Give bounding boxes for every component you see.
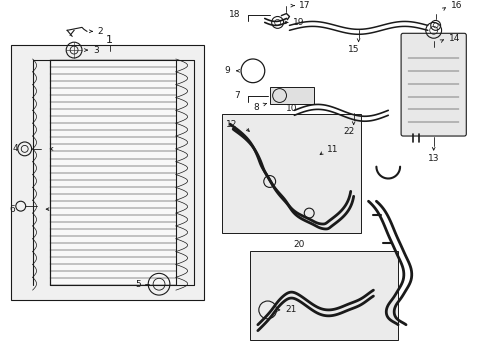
Bar bbox=[11, 45, 203, 300]
Text: 5: 5 bbox=[136, 280, 141, 289]
Text: 2: 2 bbox=[98, 27, 103, 36]
Text: 11: 11 bbox=[327, 145, 339, 154]
Text: 22: 22 bbox=[343, 127, 354, 136]
Text: 6: 6 bbox=[9, 204, 15, 213]
Text: 9: 9 bbox=[224, 66, 230, 75]
Text: 20: 20 bbox=[294, 240, 305, 249]
Text: 18: 18 bbox=[228, 10, 240, 19]
Text: 4: 4 bbox=[13, 144, 19, 153]
Bar bbox=[270, 87, 314, 104]
Text: 8: 8 bbox=[253, 103, 259, 112]
Text: 15: 15 bbox=[348, 45, 360, 54]
Text: 3: 3 bbox=[93, 46, 98, 55]
Text: 14: 14 bbox=[448, 34, 460, 43]
Text: 13: 13 bbox=[428, 154, 440, 163]
Text: 19: 19 bbox=[294, 18, 305, 27]
Text: 1: 1 bbox=[106, 35, 113, 45]
Text: 21: 21 bbox=[286, 305, 297, 314]
Text: 12: 12 bbox=[226, 120, 237, 129]
Bar bbox=[250, 251, 398, 339]
Text: 7: 7 bbox=[234, 91, 240, 100]
Text: 10: 10 bbox=[286, 104, 297, 113]
Bar bbox=[50, 60, 176, 285]
Text: 17: 17 bbox=[299, 1, 311, 10]
Bar bbox=[222, 114, 361, 233]
Text: 16: 16 bbox=[450, 1, 462, 10]
FancyBboxPatch shape bbox=[401, 33, 466, 136]
